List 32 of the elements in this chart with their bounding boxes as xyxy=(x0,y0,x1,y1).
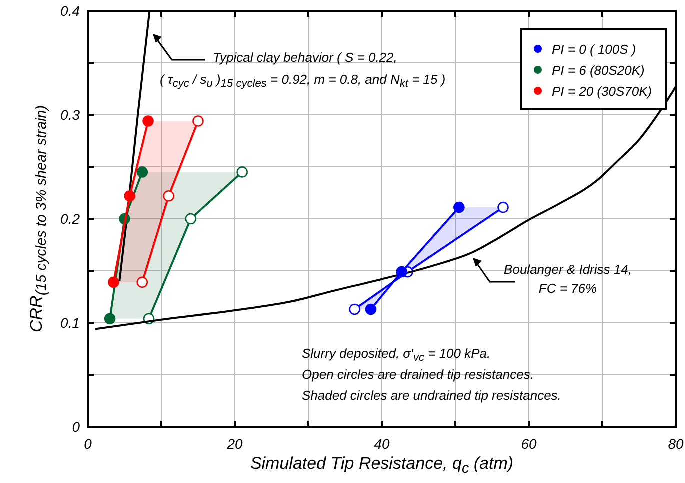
point xyxy=(454,202,465,214)
point xyxy=(396,266,408,278)
point xyxy=(236,166,248,178)
point xyxy=(498,202,509,214)
legend-label: PI = 20 (30S70K) xyxy=(552,84,652,99)
y-tick-label: 0.3 xyxy=(60,107,80,123)
point xyxy=(124,190,136,202)
y-tick-label: 0.1 xyxy=(60,315,80,331)
x-tick-label: 0 xyxy=(84,436,92,452)
point xyxy=(163,190,174,202)
y-tick-label: 0.2 xyxy=(60,211,80,227)
annotation: Boulanger & Idriss 14, FC = 76% xyxy=(504,262,632,296)
y-tick-label: 0.4 xyxy=(60,3,80,19)
x-tick-label: 40 xyxy=(374,436,390,452)
point xyxy=(185,213,197,225)
point xyxy=(349,304,360,316)
text: Typical clay behavior ( S = 0.22, ( τ$_{cyc}$ / s$_{u}$ )$_{15 cycles}$ = 0.92, m = 0.8, and N$_{kt}$ = 15 ) xyxy=(160,50,446,90)
point xyxy=(365,304,377,316)
legend-label: PI = 0 ( 100S ) xyxy=(552,42,636,57)
legend-label: PI = 6 (80S20K) xyxy=(552,63,645,78)
point xyxy=(192,116,204,127)
x-tick-label: 20 xyxy=(226,436,243,452)
annotation: Slurry deposited, σ′$_{vc}$ = 100 kPa. Open circles are drained tip resistances. Shaded circles are undrained tip resistances. xyxy=(302,346,562,403)
point xyxy=(108,276,120,288)
x-tick-label: 80 xyxy=(668,436,684,452)
point xyxy=(136,166,148,178)
point xyxy=(104,313,116,324)
point xyxy=(136,276,148,288)
x-tick-label: 60 xyxy=(521,436,537,452)
point xyxy=(142,116,154,127)
x-axis-title: Simulated Tip Resistance, q$_{c}$ (atm) xyxy=(250,454,514,476)
y-tick-label: 0 xyxy=(72,419,80,435)
